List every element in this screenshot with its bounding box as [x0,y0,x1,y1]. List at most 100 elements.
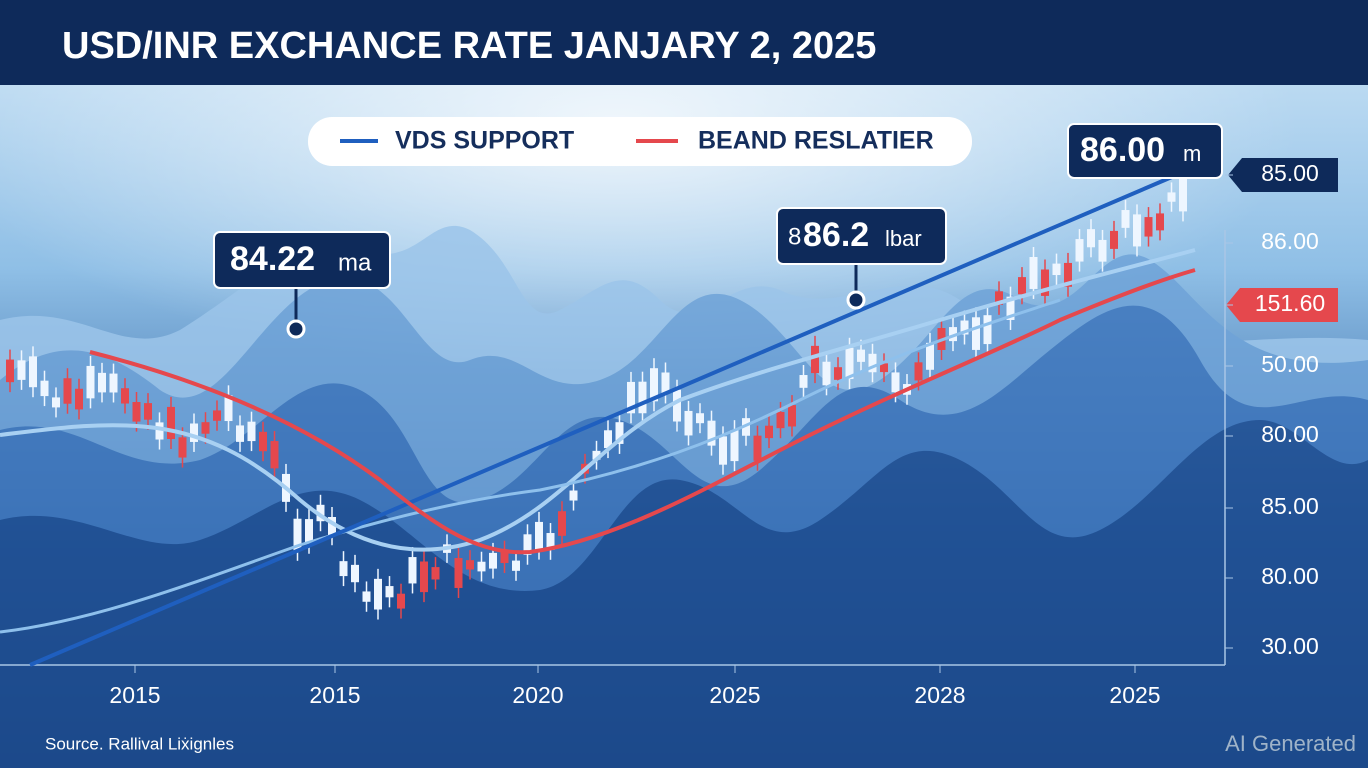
candle-body [489,552,497,569]
candle-body [397,593,405,609]
callout: 8 86.2 lbar [776,207,947,310]
candle-body [776,411,785,429]
candle-body [1087,229,1095,248]
candle-body [788,405,796,427]
candle-body [1041,269,1049,296]
callout-dot [286,319,306,339]
y-label: 80.00 [1261,421,1319,447]
candle-body [362,591,371,602]
candle-body [6,359,14,383]
candle-body [650,368,658,402]
y-label: 151.60 [1255,290,1325,316]
candle-body [857,349,865,362]
candle-body [868,353,877,373]
candle-body [1156,213,1164,231]
candle-body [891,372,900,393]
title: USD/INR EXCHANCE RATE JANJARY 2, 2025 [62,25,876,67]
callout-dot [846,290,866,310]
candle-body [696,413,704,424]
candle-body [213,410,221,421]
watermark: AI Generated [1225,731,1356,756]
y-label: 80.00 [1261,563,1319,589]
candle-body [799,375,808,388]
candle-body [466,560,474,570]
label-tag [1226,288,1338,322]
candle-body [98,372,106,393]
trend-line [0,248,1196,552]
x-label: 2020 [512,682,563,708]
candle-body [1133,214,1141,247]
candle-body [1167,192,1176,202]
header-bar [0,0,1368,85]
candle-body [960,320,969,335]
candle-body [730,430,739,462]
callout: 84.22 ma [213,231,391,339]
y-labels: 85.00 86.00 151.60 50.00 80.00 85.00 80.00 30.0… [1225,158,1338,659]
candle-body [719,436,727,465]
candle-body [995,291,1003,305]
candle-body [1179,177,1187,212]
candle-body [1144,217,1153,237]
callout-prefix: 8 [788,223,801,250]
candle-body [558,511,566,536]
candle-body [374,578,382,610]
candle-body [40,380,49,397]
candle-body [684,410,693,436]
candle-body [569,490,578,501]
candle-body [29,356,37,388]
candle-body [1121,210,1130,228]
callout-unit: ma [338,249,372,276]
candle-body [236,425,244,442]
candle-body [86,365,95,399]
candle-body [1006,296,1015,320]
resistance-line [89,268,1196,555]
candle-body [546,533,555,550]
candle-body [385,586,394,598]
trend-line [0,298,1061,634]
candle-body [949,327,957,342]
legend-label: VDS SUPPORT [395,127,574,155]
y-label: 86.00 [1261,228,1319,254]
candle-body [811,345,819,374]
callout-value: 84.22 [230,240,315,278]
callout-box [1067,123,1223,179]
callout-unit: lbar [885,226,922,251]
candle-body [1052,263,1061,276]
candle-body [167,406,175,439]
candle-body [305,519,313,544]
candle-body [834,367,842,380]
y-label-group: 85.00 86.00 151.60 50.00 80.00 85.00 80.00 30.0… [1225,160,1325,659]
candle-body [155,422,164,440]
candle-body [328,517,336,536]
x-label: 2028 [914,682,965,708]
candle-body [500,550,509,563]
candle-body [1075,239,1084,262]
callout: 86.00 m [1067,123,1223,179]
candle-body [63,378,72,404]
candle-body [880,363,888,373]
candle-body [351,564,359,583]
candle-body [420,561,428,593]
candle-body [753,435,762,461]
candle-body [615,422,624,444]
candle-body [339,561,348,577]
legend-label: BEAND RESLATIER [698,127,934,155]
candle-body [627,381,635,414]
candle-body [477,561,486,572]
candle-body [132,401,141,422]
candle-body [1018,277,1026,295]
candle-body [673,389,681,422]
y-label: 85.00 [1261,160,1319,186]
x-labels: 2015 2015 2020 2025 2028 2025 [109,665,1161,708]
y-label: 30.00 [1261,633,1319,659]
y-label: 85.00 [1261,493,1319,519]
candle-body [431,567,440,580]
x-label: 2025 [1109,682,1160,708]
candle-body [822,361,831,386]
candle-body [1110,230,1118,249]
candle-body [592,450,601,460]
support-line [29,163,1201,667]
candle-body [1029,257,1038,289]
candle-body [247,421,256,442]
candle-body [270,441,279,469]
